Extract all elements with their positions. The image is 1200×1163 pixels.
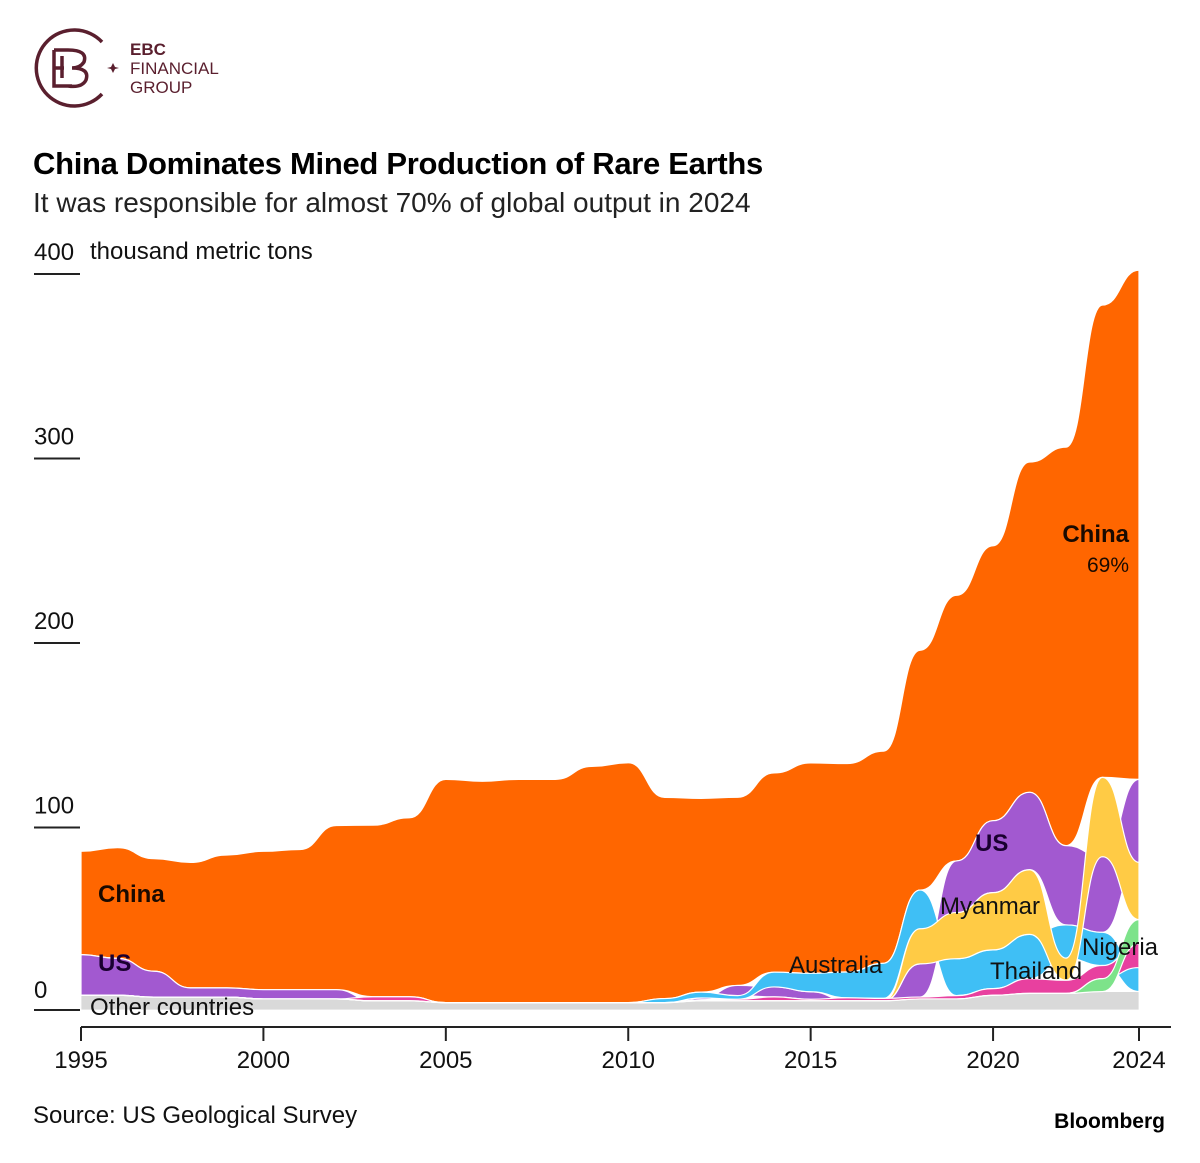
x-tick-label: 2000: [237, 1047, 290, 1074]
y-tick-label: 300: [34, 424, 74, 451]
x-tick-label: 2005: [419, 1047, 472, 1074]
ebc-logo-text: EBC FINANCIAL GROUP: [130, 40, 219, 97]
chart-title: China Dominates Mined Production of Rare…: [33, 146, 763, 181]
label-china-left: China: [98, 881, 165, 908]
label-australia: Australia: [789, 952, 883, 979]
y-axis: 0 100 200 300 400: [34, 239, 80, 1011]
y-tick-label: 100: [34, 793, 74, 820]
label-nigeria: Nigeria: [1082, 934, 1159, 961]
ebc-logo: [32, 26, 122, 115]
label-other-countries: Other countries: [90, 994, 254, 1021]
chart-subtitle: It was responsible for almost 70% of glo…: [33, 187, 751, 218]
label-myanmar: Myanmar: [940, 893, 1040, 920]
logo-line-3: GROUP: [130, 78, 193, 97]
y-tick-label: 0: [34, 977, 47, 1004]
bloomberg-logo: Bloomberg: [1054, 1110, 1165, 1133]
y-tick-label: 200: [34, 608, 74, 635]
label-thailand: Thailand: [990, 958, 1082, 985]
label-us-right: US: [975, 830, 1008, 857]
label-china-right: China: [1062, 521, 1129, 548]
label-china-share: 69%: [1087, 554, 1129, 577]
x-tick-label: 1995: [54, 1047, 107, 1074]
x-tick-label: 2010: [602, 1047, 655, 1074]
x-axis: 1995 2000 2005 2010 2015 2020 2024: [54, 1026, 1171, 1074]
area-nigeria: [81, 918, 1140, 1004]
logo-line-2: FINANCIAL: [130, 59, 219, 78]
area-bands: [80, 269, 1140, 1011]
label-us-left: US: [98, 950, 131, 977]
y-tick-label: 400: [34, 239, 74, 266]
series-labels: China US Other countries Australia Myanm…: [90, 521, 1159, 1021]
x-tick-label: 2015: [784, 1047, 837, 1074]
x-tick-label: 2024: [1112, 1047, 1165, 1074]
y-axis-unit-label: thousand metric tons: [90, 238, 313, 265]
x-tick-label: 2020: [966, 1047, 1019, 1074]
ebc-logo-mark: [34, 28, 119, 108]
logo-line-1: EBC: [130, 40, 166, 59]
source-note: Source: US Geological Survey: [33, 1102, 358, 1129]
